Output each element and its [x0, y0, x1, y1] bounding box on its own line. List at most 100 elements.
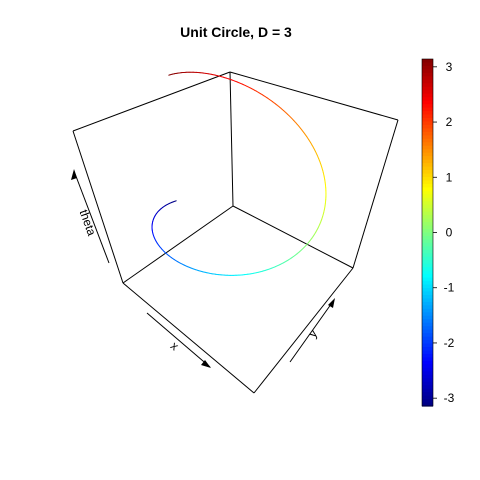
colorbar-swatch: [422, 402, 433, 407]
box-edge-left-vertical: [72, 130, 124, 284]
colorbar-swatch: [422, 59, 433, 64]
colorbar-swatch: [422, 305, 433, 310]
colorbar-swatch: [422, 97, 433, 102]
colorbar-swatch: [422, 79, 433, 84]
colorbar-swatch: [422, 270, 433, 275]
colorbar-swatch: [422, 329, 433, 334]
colorbar-swatch: [422, 326, 433, 331]
colorbar-swatch: [422, 399, 433, 404]
colorbar-swatch: [422, 357, 433, 362]
colorbar-swatch: [422, 288, 433, 293]
colorbar-swatch: [422, 166, 433, 171]
colorbar-swatch: [422, 294, 433, 300]
colorbar-swatch: [422, 260, 433, 265]
box-edge-bottom-back-right: [232, 205, 354, 269]
colorbar-swatch: [422, 117, 433, 123]
colorbar-swatch: [422, 187, 433, 192]
colorbar-swatch: [422, 242, 433, 247]
colorbar-swatch: [422, 374, 433, 379]
box-frame: [72, 71, 399, 394]
x-axis-label: x: [168, 339, 182, 354]
colorbar-swatch: [422, 263, 433, 268]
colorbar-swatch: [422, 340, 433, 345]
box-edge-top-back-right: [229, 71, 399, 121]
colorbar-swatch: [422, 208, 433, 213]
colorbar-swatch: [422, 128, 433, 133]
colorbar-swatch: [422, 281, 433, 286]
colorbar-swatch: [422, 371, 433, 376]
colorbar-swatch: [422, 301, 433, 306]
colorbar-swatch: [422, 176, 433, 182]
colorbar-swatch: [422, 267, 433, 272]
colorbar-swatch: [422, 107, 433, 112]
colorbar-swatch: [422, 152, 433, 157]
colorbar-gradient: [422, 59, 433, 407]
colorbar-swatch: [422, 62, 433, 67]
colorbar-swatch: [422, 131, 433, 136]
colorbar-swatch: [422, 274, 433, 279]
colorbar-swatch: [422, 388, 433, 393]
colorbar-swatch: [422, 353, 433, 359]
colorbar-swatch: [422, 256, 433, 261]
colorbar-swatch: [422, 350, 433, 355]
colorbar-swatch: [422, 395, 433, 400]
colorbar-swatch: [422, 163, 433, 168]
colorbar-swatch: [422, 83, 433, 88]
colorbar-swatch: [422, 197, 433, 202]
colorbar-swatch: [422, 232, 433, 237]
colorbar-swatch: [422, 239, 433, 244]
colorbar-swatch: [422, 319, 433, 324]
colorbar-tick-label: -2: [444, 336, 455, 350]
colorbar-swatch: [422, 135, 433, 140]
colorbar-swatch: [422, 170, 433, 175]
colorbar-swatch: [422, 364, 433, 369]
colorbar-swatch: [422, 385, 433, 390]
chart-title: Unit Circle, D = 3: [180, 24, 292, 40]
colorbar-swatch: [422, 381, 433, 386]
colorbar-swatch: [422, 312, 433, 317]
colorbar-swatch: [422, 183, 433, 188]
colorbar-swatch: [422, 336, 433, 341]
colorbar-swatch: [422, 194, 433, 199]
colorbar-tick-label: 1: [446, 170, 453, 184]
colorbar-swatch: [422, 201, 433, 206]
box-edge-right-vertical: [352, 119, 399, 269]
colorbar-swatch: [422, 315, 433, 320]
colorbar-swatch: [422, 159, 433, 164]
y-axis-label: y: [305, 327, 320, 340]
colorbar-tick-label: 0: [446, 226, 453, 240]
colorbar-swatch: [422, 215, 433, 220]
colorbar: 3 2 1 0 -1 -2 -3: [421, 58, 455, 407]
colorbar-tick-label: 2: [446, 115, 453, 129]
x-axis-arrowhead: [201, 360, 211, 368]
colorbar-swatch: [422, 145, 433, 150]
colorbar-swatch: [422, 149, 433, 154]
colorbar-swatch: [422, 360, 433, 365]
colorbar-swatch: [422, 343, 433, 348]
colorbar-swatch: [422, 69, 433, 74]
colorbar-swatch: [422, 211, 433, 216]
theta-axis-label: theta: [77, 208, 99, 238]
x-axis-arrow: [146, 312, 211, 368]
colorbar-swatch: [422, 190, 433, 195]
colorbar-tick-label: 3: [446, 60, 453, 74]
theta-axis-arrowhead: [71, 169, 77, 180]
colorbar-swatch: [422, 225, 433, 230]
colorbar-tick-label: -1: [444, 281, 455, 295]
box-edge-bottom-back-left: [122, 205, 234, 284]
axis-arrows: [71, 169, 335, 368]
colorbar-swatch: [422, 347, 433, 352]
colorbar-swatch: [422, 100, 433, 105]
colorbar-ticks: 3 2 1 0 -1 -2 -3: [433, 60, 455, 405]
theta-axis-arrow: [73, 170, 110, 264]
colorbar-swatch: [422, 284, 433, 289]
colorbar-swatch: [422, 156, 433, 161]
box-edge-top-back-left: [72, 71, 231, 132]
colorbar-swatch: [422, 392, 433, 397]
colorbar-swatch: [422, 142, 433, 147]
colorbar-swatch: [422, 86, 433, 91]
colorbar-swatch: [422, 180, 433, 185]
colorbar-swatch: [422, 249, 433, 254]
box-edge-bottom-front-right: [253, 267, 354, 394]
colorbar-swatch: [422, 138, 433, 143]
